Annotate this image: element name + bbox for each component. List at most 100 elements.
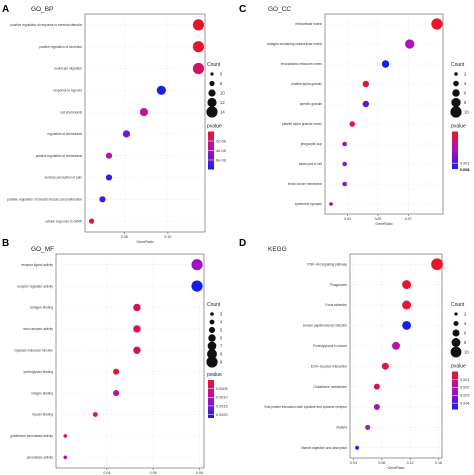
size-legend-dot bbox=[453, 320, 459, 327]
category-label: positive regulation of response to exter… bbox=[10, 23, 82, 27]
category-label: myosin binding bbox=[32, 413, 53, 417]
color-legend-label: 4e-08 bbox=[216, 149, 226, 153]
size-legend-dot bbox=[206, 106, 218, 118]
size-legend-label: 6 bbox=[464, 331, 467, 336]
category-label: Vitamin digestion and absorption bbox=[301, 446, 347, 450]
data-point bbox=[105, 174, 113, 181]
panel-a: GO_BP positive regulation of response to … bbox=[7, 6, 226, 244]
size-legend-label: 10 bbox=[464, 350, 469, 355]
color-legend-bar bbox=[208, 380, 214, 418]
color-legend-title: pvalue bbox=[207, 124, 222, 130]
color-legend-label: 0.004 bbox=[460, 402, 470, 406]
category-label: Proteoglycans in cancer bbox=[313, 344, 348, 348]
size-legend-label: 10 bbox=[220, 91, 225, 96]
x-tick-label: 0.04 bbox=[350, 461, 357, 465]
category-label: response to hypoxia bbox=[53, 89, 82, 93]
category-label: positive regulation of secretion bbox=[39, 45, 82, 49]
category-label: virus receptor activity bbox=[23, 327, 53, 331]
x-axis-label: GeneRatio bbox=[375, 222, 392, 226]
data-point bbox=[63, 455, 68, 460]
category-label: hijacked molecular function bbox=[15, 349, 54, 353]
category-label: Viral protein interaction with cytokine … bbox=[264, 405, 348, 409]
color-legend-bar bbox=[452, 131, 458, 170]
category-label: receptor regulator activity bbox=[17, 284, 53, 288]
category-label: receptor ligand activity bbox=[21, 263, 53, 267]
color-legend-label: 0.0015 bbox=[216, 404, 228, 408]
color-legend-bar bbox=[452, 371, 458, 410]
size-legend-label: 2 bbox=[464, 312, 467, 317]
color-legend-label: 6e-08 bbox=[216, 158, 226, 162]
color-legend-label: 0.0020 bbox=[216, 413, 228, 417]
category-label: positive regulation of chemotaxis bbox=[36, 154, 83, 158]
size-legend-dot bbox=[210, 312, 214, 316]
size-legend-label: 8 bbox=[220, 352, 223, 357]
plot-area bbox=[349, 253, 443, 459]
size-legend-dot bbox=[208, 334, 216, 342]
data-point bbox=[105, 152, 113, 159]
data-point bbox=[192, 62, 205, 75]
category-label: leukocyte migration bbox=[55, 67, 83, 71]
data-point bbox=[63, 434, 68, 438]
data-point bbox=[362, 100, 370, 108]
category-label: platelet alpha granule lumen bbox=[282, 122, 322, 126]
panel-letter-b: B bbox=[2, 238, 9, 249]
data-point bbox=[329, 202, 333, 206]
color-legend-label: 0.001 bbox=[460, 378, 470, 382]
size-legend-dot bbox=[451, 97, 461, 108]
size-legend-dot bbox=[209, 80, 215, 87]
panel-letter-c: C bbox=[239, 4, 246, 15]
category-label: Focal adhesion bbox=[325, 303, 347, 307]
color-legend-label: 0.0005 bbox=[216, 387, 228, 391]
panel-letter-a: A bbox=[2, 4, 9, 15]
data-point bbox=[381, 60, 390, 68]
color-legend-title: pvalue bbox=[207, 372, 222, 378]
size-legend-dot bbox=[208, 326, 216, 334]
size-legend-label: 14 bbox=[220, 110, 225, 115]
category-label: regulation of chemotaxis bbox=[47, 132, 82, 136]
data-point bbox=[191, 280, 203, 292]
size-legend-label: 8 bbox=[464, 100, 467, 105]
x-tick-label: 0.06 bbox=[150, 471, 157, 475]
data-point bbox=[365, 424, 371, 430]
x-tick-label: 0.04 bbox=[103, 471, 110, 475]
data-point bbox=[191, 259, 203, 271]
data-point bbox=[342, 161, 347, 167]
data-point bbox=[92, 412, 98, 417]
x-tick-label: 0.05 bbox=[374, 217, 381, 221]
category-label: basal part of cell bbox=[299, 162, 323, 166]
category-label: symmetric synapse bbox=[295, 202, 323, 206]
data-point bbox=[139, 108, 149, 117]
category-label: proteoglycan binding bbox=[24, 370, 54, 374]
data-point bbox=[431, 18, 443, 30]
data-point bbox=[381, 362, 389, 370]
color-legend-label: 0.001 bbox=[460, 162, 470, 166]
category-label: PI3K−Akt signaling pathway bbox=[307, 262, 347, 266]
data-point bbox=[133, 303, 141, 312]
size-legend-dot bbox=[209, 319, 215, 325]
category-label: platelet alpha granule bbox=[292, 82, 323, 86]
size-legend-label: 4 bbox=[464, 321, 467, 326]
data-point bbox=[362, 80, 370, 88]
data-point bbox=[349, 121, 355, 127]
size-legend-dot bbox=[206, 356, 218, 368]
size-legend-label: 8 bbox=[220, 81, 223, 86]
color-legend-label: 0.004 bbox=[460, 168, 470, 172]
size-legend-label: 10 bbox=[464, 110, 469, 115]
plot-area bbox=[324, 13, 444, 215]
size-legend-label: 6 bbox=[220, 336, 223, 341]
panel-b: GO_MF receptor ligand activity receptor re… bbox=[10, 246, 227, 475]
size-legend-label: 4 bbox=[464, 81, 467, 86]
size-legend-title: Count bbox=[207, 302, 221, 308]
category-label: Glutathione metabolism bbox=[314, 385, 348, 389]
panel-title: GO_MF bbox=[31, 246, 54, 253]
category-label: positive regulation of smooth muscle cel… bbox=[7, 198, 82, 202]
size-legend-title: Count bbox=[207, 62, 221, 68]
panel-title: GO_BP bbox=[31, 6, 53, 13]
x-tick-label: 0.16 bbox=[435, 461, 442, 465]
plot-area bbox=[84, 13, 206, 233]
color-legend-title: pvalue bbox=[451, 364, 466, 370]
size-legend-title: Count bbox=[451, 62, 465, 68]
size-legend-label: 12 bbox=[220, 100, 225, 105]
data-point bbox=[342, 141, 347, 147]
